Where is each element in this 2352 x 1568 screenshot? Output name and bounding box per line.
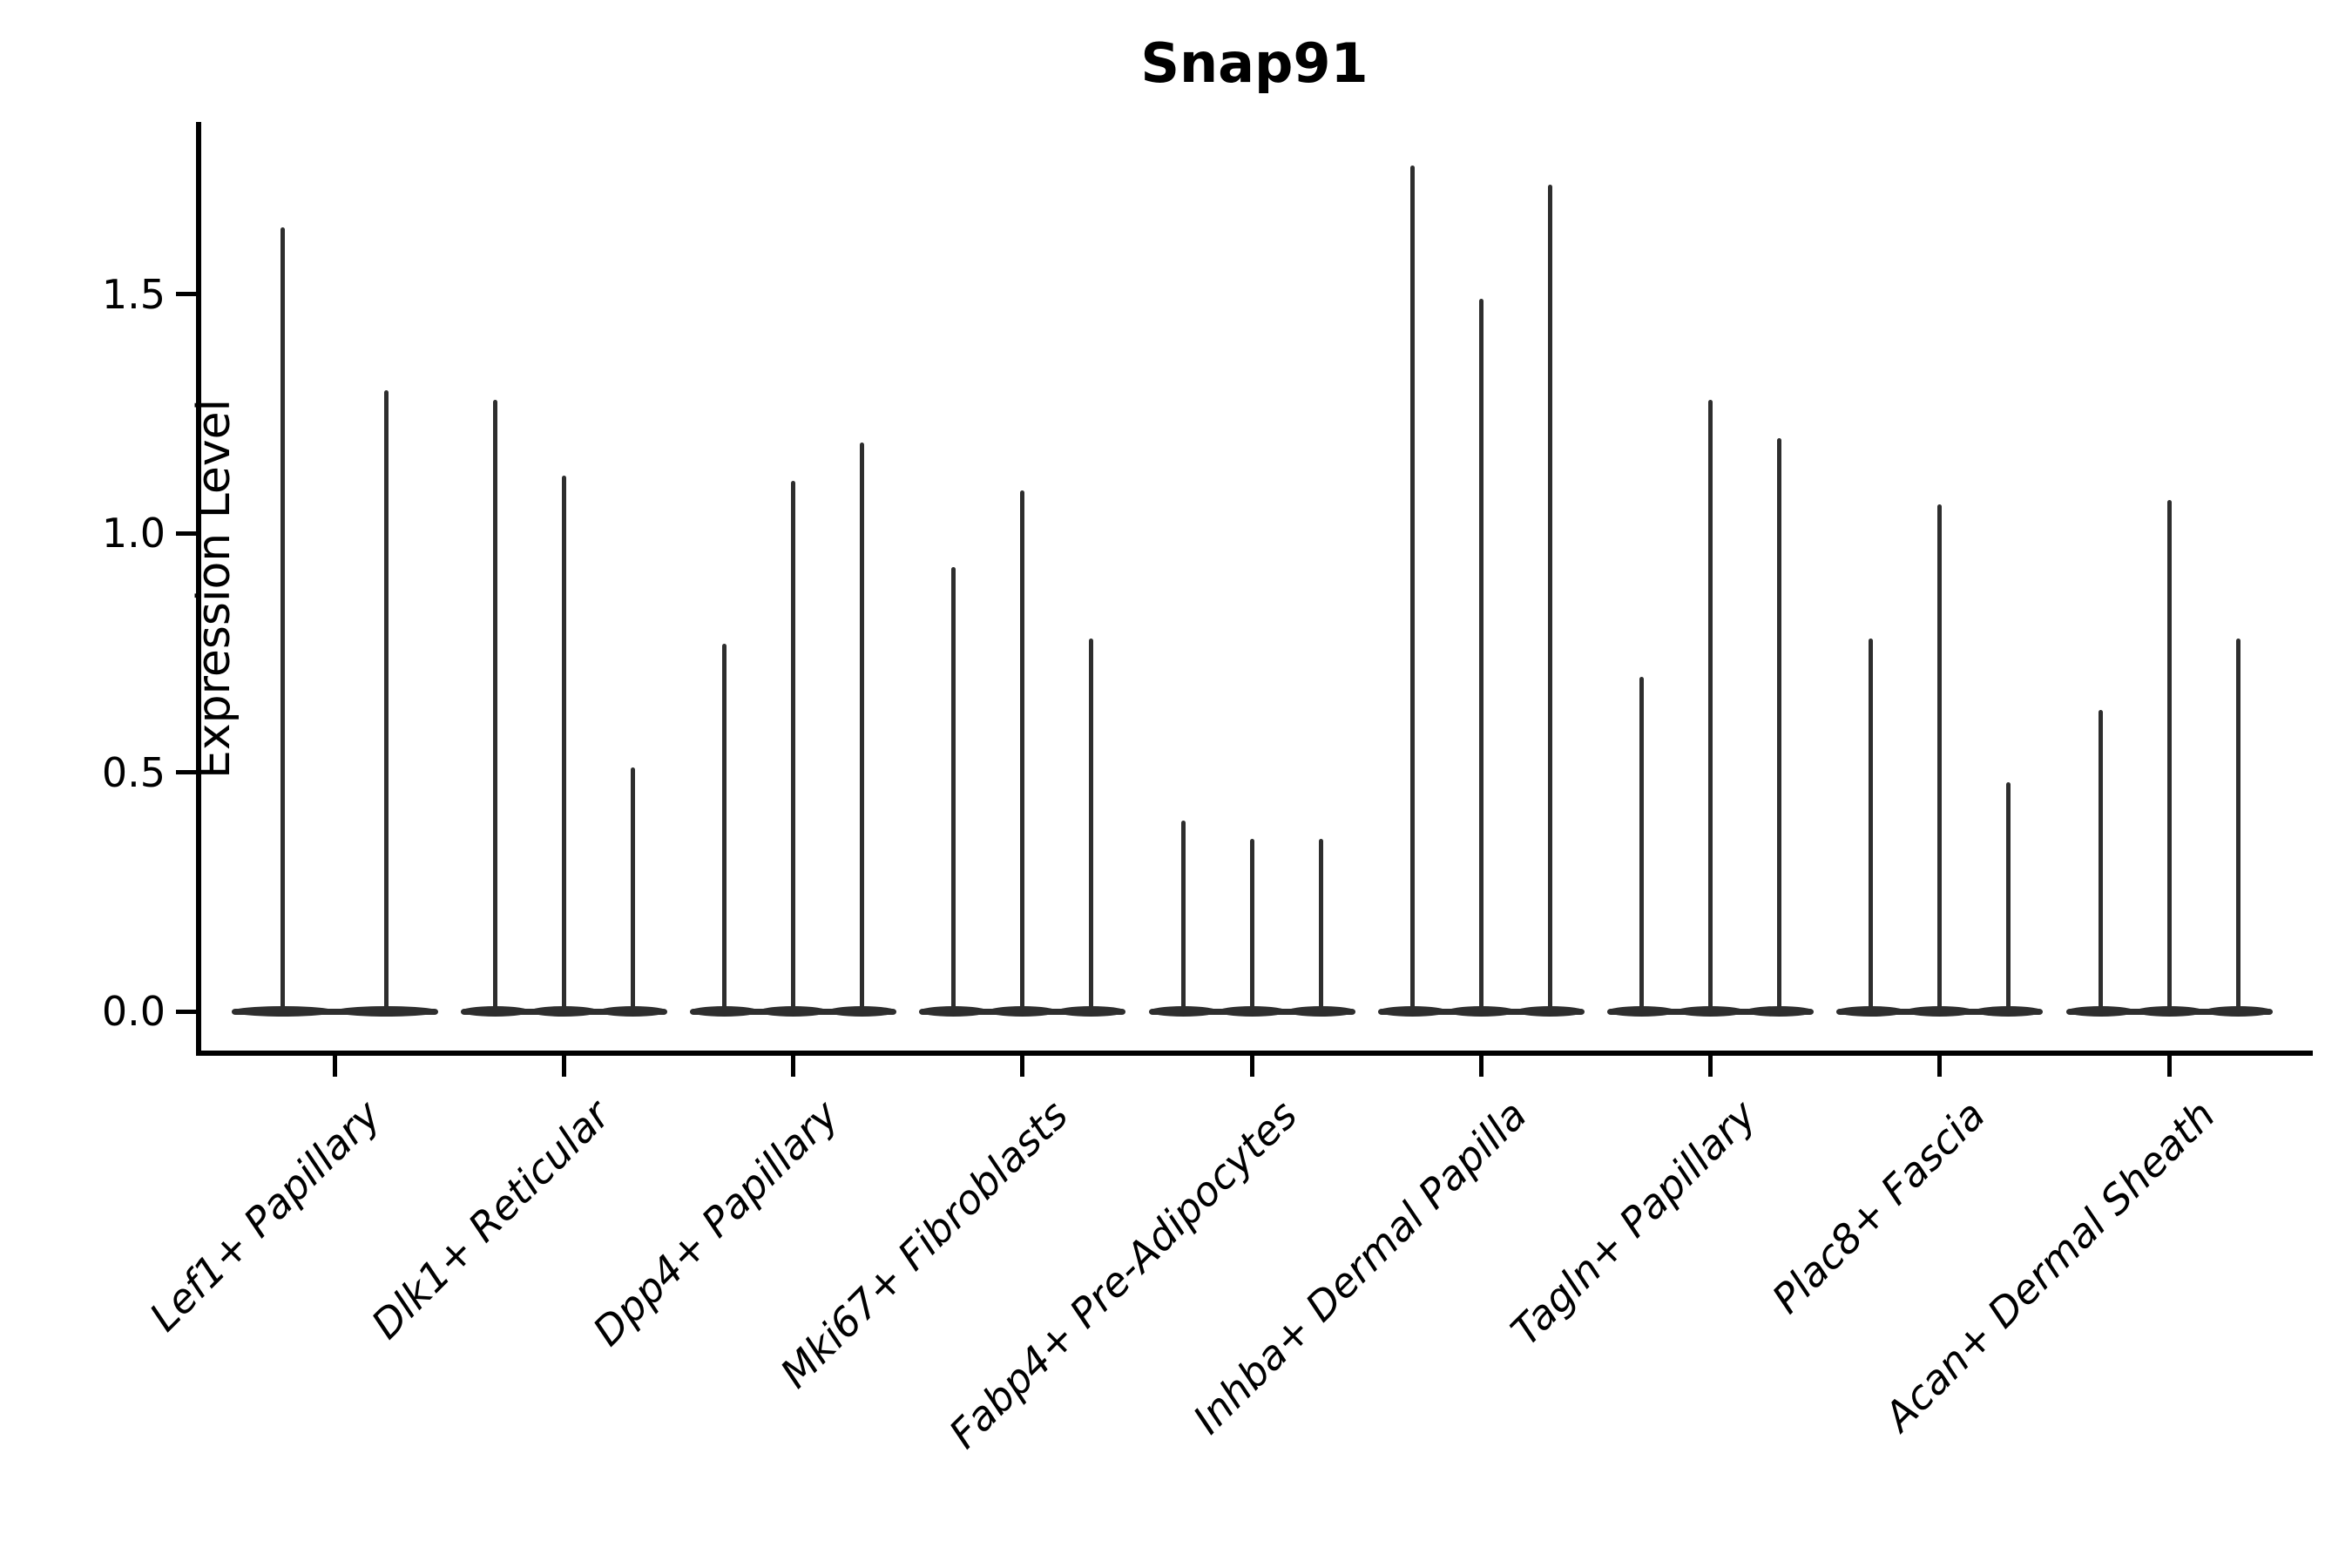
- violin-spike: [1478, 299, 1484, 1015]
- violin-spike: [2006, 781, 2011, 1015]
- violin-spike: [383, 389, 389, 1015]
- y-tick-mark: [176, 292, 199, 297]
- chart-title: Snap91: [1140, 31, 1369, 95]
- violin-spike: [1180, 820, 1186, 1015]
- y-tick-label: 0.5: [101, 748, 166, 796]
- x-tick-mark: [1478, 1054, 1484, 1077]
- x-tick-mark: [1937, 1054, 1943, 1077]
- violin-spike: [1318, 839, 1323, 1015]
- y-tick-label: 0.0: [101, 988, 166, 1035]
- violin-spike: [1249, 839, 1254, 1015]
- violin-spike: [1937, 504, 1943, 1015]
- violin-spike: [1777, 437, 1781, 1015]
- violin-spike: [1708, 399, 1713, 1015]
- violin-spike: [1409, 165, 1415, 1015]
- violin-spike: [1089, 639, 1094, 1015]
- x-category-label: Plac8+ Fascia: [1763, 1091, 1995, 1322]
- x-category-label: Dpp4+ Papillary: [584, 1091, 848, 1355]
- violin-spike: [561, 476, 566, 1015]
- x-category-label: Dlk1+ Reticular: [362, 1091, 619, 1348]
- x-tick-mark: [2166, 1054, 2172, 1077]
- x-tick-mark: [1708, 1054, 1713, 1077]
- violin-spike: [1020, 490, 1025, 1015]
- violin-spike: [951, 566, 956, 1015]
- violin-spike: [722, 643, 727, 1015]
- x-category-label: Tagln+ Papillary: [1501, 1091, 1766, 1355]
- y-tick-mark: [176, 770, 199, 775]
- x-tick-mark: [1020, 1054, 1025, 1077]
- violin-spike: [2235, 639, 2240, 1015]
- x-axis-spine: [196, 1051, 2313, 1056]
- y-tick-label: 1.5: [101, 270, 166, 318]
- violin-spike: [860, 443, 864, 1015]
- violin-spike: [1869, 639, 1874, 1015]
- y-tick-mark: [176, 1009, 199, 1014]
- y-tick-label: 1.0: [101, 510, 166, 558]
- violin-spike: [492, 399, 497, 1015]
- x-tick-mark: [332, 1054, 337, 1077]
- x-tick-mark: [791, 1054, 795, 1077]
- violin-spike: [1547, 184, 1552, 1015]
- violin-spike: [2166, 499, 2172, 1015]
- violin-spike: [1639, 676, 1644, 1015]
- violin-spike: [2098, 710, 2103, 1015]
- x-tick-mark: [561, 1054, 566, 1077]
- violin-spike: [280, 227, 286, 1015]
- violin-spike: [791, 480, 795, 1015]
- violin-spike: [630, 767, 635, 1015]
- y-tick-mark: [176, 531, 199, 536]
- x-category-label: Lef1+ Papillary: [139, 1091, 389, 1341]
- x-tick-mark: [1249, 1054, 1254, 1077]
- y-axis-spine: [196, 122, 201, 1056]
